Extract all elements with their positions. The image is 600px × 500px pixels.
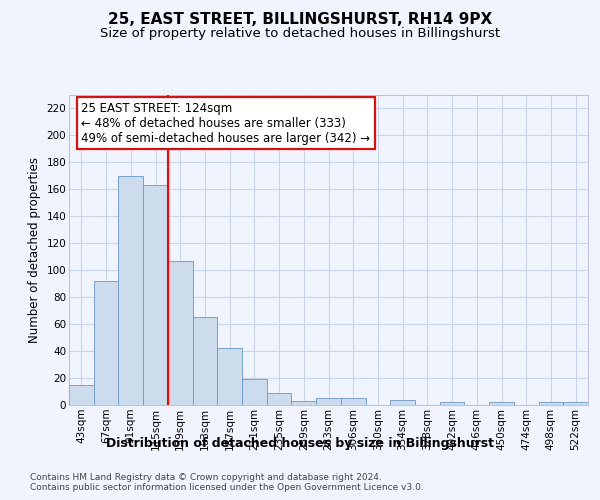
Bar: [539, 402, 563, 405]
Text: 25, EAST STREET, BILLINGSHURST, RH14 9PX: 25, EAST STREET, BILLINGSHURST, RH14 9PX: [108, 12, 492, 28]
Bar: [217, 348, 242, 405]
Text: 25 EAST STREET: 124sqm
← 48% of detached houses are smaller (333)
49% of semi-de: 25 EAST STREET: 124sqm ← 48% of detached…: [82, 102, 370, 144]
Text: Size of property relative to detached houses in Billingshurst: Size of property relative to detached ho…: [100, 28, 500, 40]
Bar: [489, 402, 514, 405]
Bar: [69, 385, 94, 405]
Bar: [242, 380, 267, 405]
Y-axis label: Number of detached properties: Number of detached properties: [28, 157, 41, 343]
Bar: [316, 398, 341, 405]
Bar: [341, 398, 365, 405]
Bar: [94, 281, 118, 405]
Bar: [440, 402, 464, 405]
Bar: [143, 186, 168, 405]
Text: Contains HM Land Registry data © Crown copyright and database right 2024.
Contai: Contains HM Land Registry data © Crown c…: [30, 472, 424, 492]
Bar: [168, 261, 193, 405]
Bar: [563, 402, 588, 405]
Bar: [292, 401, 316, 405]
Bar: [118, 176, 143, 405]
Bar: [390, 400, 415, 405]
Bar: [193, 318, 217, 405]
Text: Distribution of detached houses by size in Billingshurst: Distribution of detached houses by size …: [106, 438, 494, 450]
Bar: [267, 393, 292, 405]
